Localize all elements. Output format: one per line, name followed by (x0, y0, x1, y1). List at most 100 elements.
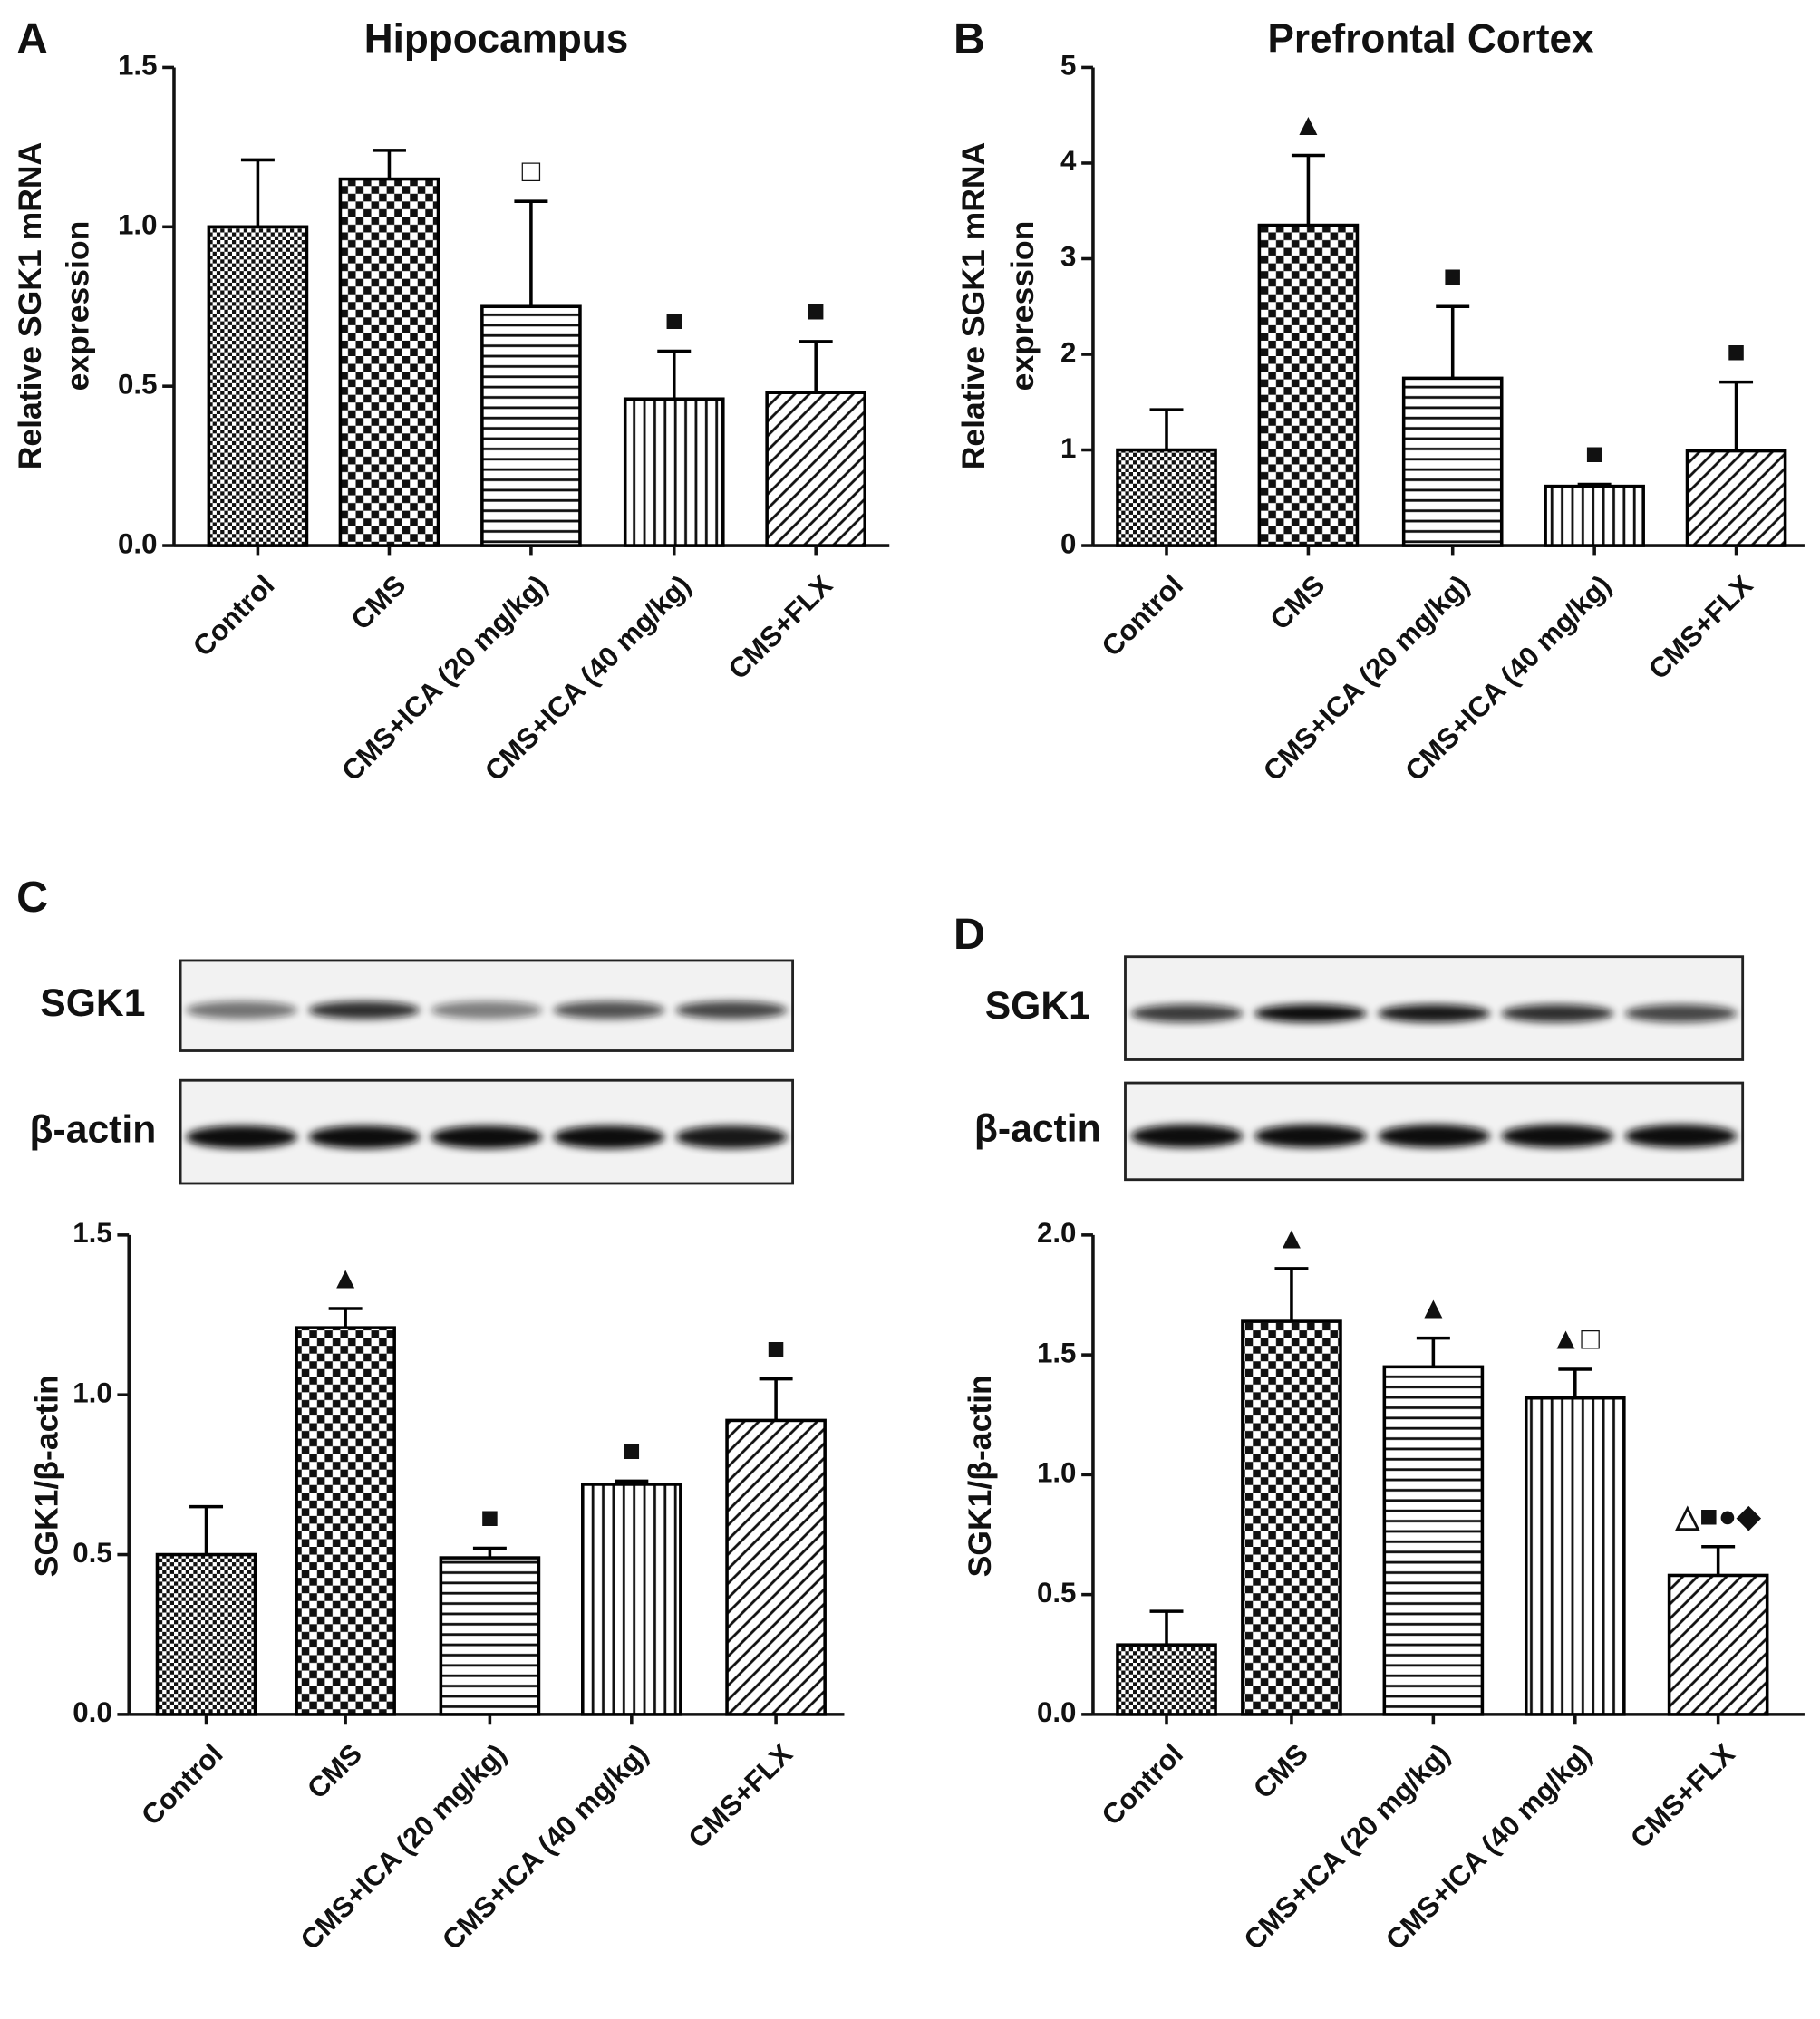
blot-band (308, 1125, 421, 1149)
y-tick-label: 0.5 (118, 368, 157, 400)
error-bar (759, 1377, 793, 1421)
x-tick-label: Control (1096, 1738, 1189, 1831)
significance-mark: ■ (480, 1501, 499, 1535)
bar (1685, 449, 1787, 547)
significance-mark: ■ (623, 1434, 642, 1468)
y-axis-label: SGK1/β-actin (28, 1375, 64, 1577)
bar (480, 304, 582, 547)
y-axis-label: SGK1/β-actin (962, 1375, 998, 1577)
bar (1382, 1365, 1485, 1716)
blot-label: SGK1 (40, 981, 145, 1025)
bar (725, 1418, 827, 1716)
error-bar (1291, 153, 1325, 226)
bar (439, 1556, 541, 1716)
significance-mark: ▲ (1418, 1290, 1448, 1325)
significance-mark: □ (522, 154, 541, 188)
bar (1544, 484, 1645, 547)
blot-band (1501, 1124, 1614, 1148)
error-bar (514, 199, 548, 307)
blot-band (308, 1000, 421, 1019)
y-tick-label: 1.5 (118, 50, 157, 82)
y-tick-label: 3 (1060, 241, 1076, 273)
bar (623, 397, 725, 547)
x-tick-label: CMS+FLX (682, 1738, 799, 1855)
chart-title: Hippocampus (364, 17, 628, 62)
error-bar (240, 158, 275, 227)
significance-mark: △■●◆ (1675, 1499, 1761, 1533)
significance-mark: ■ (807, 295, 826, 329)
blot-band (1254, 1124, 1367, 1148)
bar (1667, 1573, 1769, 1716)
bar (1524, 1396, 1626, 1716)
blot-band (1624, 1124, 1738, 1148)
error-bar (1719, 380, 1754, 451)
significance-mark: ▲ (1293, 108, 1324, 142)
blot-band (675, 1125, 788, 1149)
significance-mark: ■ (1727, 334, 1746, 369)
error-bar (657, 349, 692, 400)
bar (581, 1483, 682, 1716)
x-tick-label: CMS+FLX (722, 569, 839, 686)
y-tick-label: 5 (1060, 50, 1076, 82)
significance-mark: ▲ (330, 1261, 361, 1296)
blot-label: β-actin (29, 1107, 156, 1151)
blot-band (431, 1000, 543, 1019)
blot-band (1378, 1124, 1491, 1148)
error-bar (1558, 1367, 1592, 1398)
panel-letter: C (16, 873, 48, 922)
blot-band (186, 1000, 298, 1019)
error-bar (189, 1504, 224, 1555)
blot-label: β-actin (974, 1107, 1101, 1151)
blot-band (553, 1125, 665, 1149)
significance-mark: ■ (767, 1331, 786, 1366)
y-tick-label: 1.0 (73, 1377, 111, 1408)
y-tick-label: 2 (1060, 336, 1076, 368)
blot-band (1130, 1004, 1244, 1023)
bar (765, 391, 867, 547)
blot-band (186, 1125, 298, 1149)
panel-letter: B (954, 14, 985, 63)
y-axis-label: Relative SGK1 mRNA (12, 142, 48, 470)
blot-band (431, 1125, 543, 1149)
x-tick-label: CMS (1264, 569, 1331, 636)
x-tick-label: CMS+FLX (1624, 1738, 1741, 1855)
x-tick-label: CMS (301, 1738, 368, 1805)
y-tick-label: 1.5 (73, 1217, 111, 1249)
error-bar (472, 1546, 507, 1559)
error-bar (1701, 1544, 1736, 1576)
panel-letter: D (954, 910, 985, 959)
y-axis-label: Relative SGK1 mRNA (955, 142, 992, 470)
error-bar (1577, 482, 1612, 487)
error-bar (1274, 1267, 1309, 1322)
blot-band (1254, 1004, 1367, 1023)
error-bar (372, 149, 406, 179)
blot-band (553, 1000, 665, 1019)
error-bar (615, 1479, 649, 1484)
y-tick-label: 0.5 (73, 1537, 111, 1569)
x-tick-label: CMS+FLX (1642, 569, 1759, 686)
error-bar (328, 1307, 363, 1328)
significance-mark: ■ (664, 304, 683, 338)
blot-band (1501, 1004, 1614, 1023)
significance-mark: ■ (1585, 437, 1604, 471)
bar (1116, 1643, 1217, 1716)
y-tick-label: 1.5 (1037, 1337, 1076, 1368)
x-tick-label: Control (135, 1738, 228, 1831)
y-axis-label: expression (60, 221, 96, 391)
blot-band (1378, 1004, 1491, 1023)
bar (1257, 223, 1360, 547)
x-tick-label: Control (1096, 569, 1189, 662)
y-tick-label: 0.0 (118, 527, 157, 559)
y-axis-label: expression (1004, 221, 1041, 391)
y-tick-label: 1.0 (118, 209, 157, 241)
error-bar (1436, 304, 1470, 379)
x-tick-label: CMS (345, 569, 412, 636)
y-tick-label: 2.0 (1037, 1217, 1076, 1249)
blot-band (1624, 1004, 1738, 1023)
y-tick-label: 0.0 (1037, 1696, 1076, 1728)
bar (1241, 1319, 1342, 1716)
y-tick-label: 1 (1060, 432, 1076, 464)
error-bar (1149, 1609, 1184, 1646)
significance-mark: ▲ (1276, 1222, 1307, 1256)
